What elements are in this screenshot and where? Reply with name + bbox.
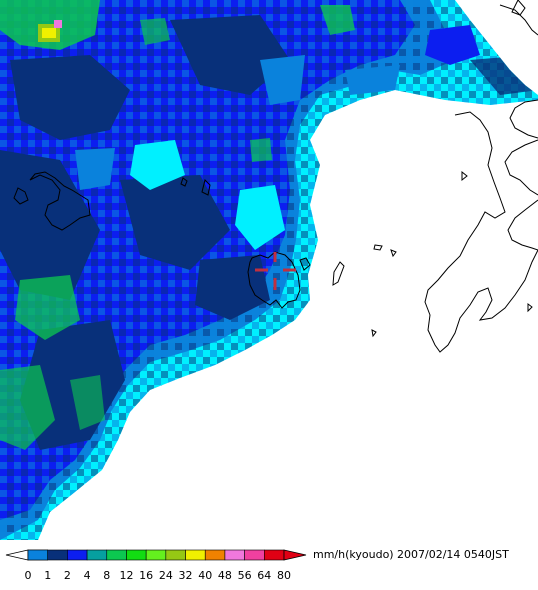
legend-tick-label: 40	[198, 569, 213, 582]
color-swatch	[244, 549, 265, 561]
timestamp: 2007/02/14 0540JST	[397, 548, 509, 561]
color-swatch	[47, 549, 68, 561]
color-swatch	[126, 549, 147, 561]
units-label: mm/h(kyoudo)	[313, 548, 394, 561]
color-swatch	[27, 549, 48, 561]
color-swatch	[86, 549, 108, 561]
legend-tick-label: 8	[103, 569, 111, 582]
legend-tick-label: 32	[178, 569, 193, 582]
legend: 0 1 2 4 8 12 16 24 32 40 48 56 64 80 mm/h(kyoudo) 200…	[0, 540, 538, 590]
legend-tick-label: 1	[44, 569, 52, 582]
color-bar-end-arrow	[283, 549, 307, 561]
legend-tick-label: 2	[63, 569, 71, 582]
color-swatch	[264, 549, 285, 561]
color-swatch	[67, 549, 88, 561]
color-swatch	[224, 549, 245, 561]
color-swatch	[185, 549, 206, 561]
legend-tick-label: 56	[237, 569, 252, 582]
legend-tick-label: 4	[83, 569, 91, 582]
color-swatch	[145, 549, 167, 561]
legend-tick-label: 48	[217, 569, 232, 582]
color-bar	[5, 549, 307, 561]
legend-tick-label: 24	[158, 569, 173, 582]
color-swatch	[106, 549, 127, 561]
legend-tick-label: 0	[24, 569, 32, 582]
color-bar-start-arrow	[5, 549, 29, 561]
color-swatch	[204, 549, 226, 561]
color-swatch	[165, 549, 186, 561]
location-marker	[255, 252, 296, 290]
legend-tick-label: 16	[139, 569, 154, 582]
legend-tick-label: 80	[277, 569, 291, 582]
legend-tick-label: 64	[257, 569, 272, 582]
legend-tick-label: 12	[119, 569, 134, 582]
radar-map	[0, 0, 538, 540]
